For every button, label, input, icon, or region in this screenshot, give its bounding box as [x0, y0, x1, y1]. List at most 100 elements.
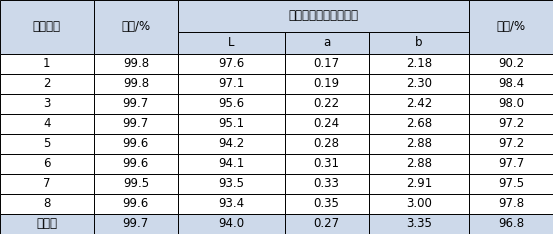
Text: 96.8: 96.8: [498, 217, 524, 230]
Text: 平均値: 平均値: [36, 217, 58, 230]
Bar: [94, 214, 178, 234]
Text: 3.35: 3.35: [406, 217, 432, 230]
Text: 1: 1: [43, 57, 51, 70]
Text: 99.8: 99.8: [123, 77, 149, 90]
Text: 四乙酰乙二胺色泽指数: 四乙酰乙二胺色泽指数: [289, 9, 358, 22]
Text: 94.1: 94.1: [218, 157, 244, 170]
Text: a: a: [323, 36, 330, 49]
Text: 97.1: 97.1: [218, 77, 244, 90]
Text: 0.31: 0.31: [314, 157, 340, 170]
Bar: [369, 94, 469, 114]
Text: 97.7: 97.7: [498, 157, 524, 170]
Bar: [0, 174, 94, 194]
Bar: [369, 134, 469, 154]
Bar: [178, 74, 285, 94]
Text: 7: 7: [43, 177, 51, 190]
Bar: [0, 214, 94, 234]
Text: 99.5: 99.5: [123, 177, 149, 190]
Bar: [0, 94, 94, 114]
Bar: [94, 74, 178, 94]
Bar: [178, 32, 285, 54]
Text: 4: 4: [43, 117, 51, 130]
Text: 99.7: 99.7: [123, 217, 149, 230]
Text: 98.0: 98.0: [498, 97, 524, 110]
Text: 2.42: 2.42: [406, 97, 432, 110]
Bar: [178, 214, 285, 234]
Bar: [285, 194, 369, 214]
Bar: [469, 214, 553, 234]
Text: 0.27: 0.27: [314, 217, 340, 230]
Bar: [0, 0, 94, 54]
Bar: [469, 0, 553, 54]
Text: 0.17: 0.17: [314, 57, 340, 70]
Bar: [285, 134, 369, 154]
Bar: [178, 0, 469, 32]
Text: 99.8: 99.8: [123, 57, 149, 70]
Bar: [369, 54, 469, 74]
Text: L: L: [228, 36, 234, 49]
Text: 95.6: 95.6: [218, 97, 244, 110]
Bar: [369, 194, 469, 214]
Bar: [178, 54, 285, 74]
Text: 0.19: 0.19: [314, 77, 340, 90]
Text: 94.0: 94.0: [218, 217, 244, 230]
Bar: [178, 154, 285, 174]
Text: 3.00: 3.00: [406, 197, 432, 210]
Text: 99.7: 99.7: [123, 97, 149, 110]
Text: 5: 5: [43, 137, 50, 150]
Bar: [469, 114, 553, 134]
Bar: [0, 74, 94, 94]
Text: 99.6: 99.6: [123, 157, 149, 170]
Text: 3: 3: [43, 97, 50, 110]
Bar: [0, 154, 94, 174]
Text: 收率/%: 收率/%: [497, 20, 525, 33]
Text: 2.88: 2.88: [406, 157, 432, 170]
Bar: [0, 114, 94, 134]
Text: 2.30: 2.30: [406, 77, 432, 90]
Bar: [178, 94, 285, 114]
Bar: [94, 94, 178, 114]
Text: 0.33: 0.33: [314, 177, 340, 190]
Bar: [369, 214, 469, 234]
Bar: [285, 32, 369, 54]
Text: 2.68: 2.68: [406, 117, 432, 130]
Bar: [285, 154, 369, 174]
Text: 90.2: 90.2: [498, 57, 524, 70]
Bar: [469, 134, 553, 154]
Text: 97.2: 97.2: [498, 117, 524, 130]
Bar: [285, 94, 369, 114]
Bar: [469, 94, 553, 114]
Text: 97.8: 97.8: [498, 197, 524, 210]
Bar: [369, 32, 469, 54]
Text: 0.24: 0.24: [314, 117, 340, 130]
Text: 0.22: 0.22: [314, 97, 340, 110]
Bar: [94, 54, 178, 74]
Text: 93.4: 93.4: [218, 197, 244, 210]
Text: 2.91: 2.91: [406, 177, 432, 190]
Text: 95.1: 95.1: [218, 117, 244, 130]
Text: 2: 2: [43, 77, 51, 90]
Text: 2.88: 2.88: [406, 137, 432, 150]
Bar: [0, 134, 94, 154]
Bar: [369, 174, 469, 194]
Text: 2.18: 2.18: [406, 57, 432, 70]
Text: 98.4: 98.4: [498, 77, 524, 90]
Bar: [178, 194, 285, 214]
Bar: [94, 114, 178, 134]
Bar: [94, 174, 178, 194]
Text: 99.7: 99.7: [123, 117, 149, 130]
Bar: [285, 174, 369, 194]
Bar: [469, 174, 553, 194]
Bar: [285, 74, 369, 94]
Bar: [178, 174, 285, 194]
Bar: [285, 214, 369, 234]
Bar: [369, 154, 469, 174]
Bar: [178, 114, 285, 134]
Text: 0.35: 0.35: [314, 197, 340, 210]
Bar: [369, 74, 469, 94]
Text: 纯度/%: 纯度/%: [121, 20, 150, 33]
Bar: [94, 134, 178, 154]
Bar: [178, 134, 285, 154]
Text: 99.6: 99.6: [123, 137, 149, 150]
Bar: [285, 54, 369, 74]
